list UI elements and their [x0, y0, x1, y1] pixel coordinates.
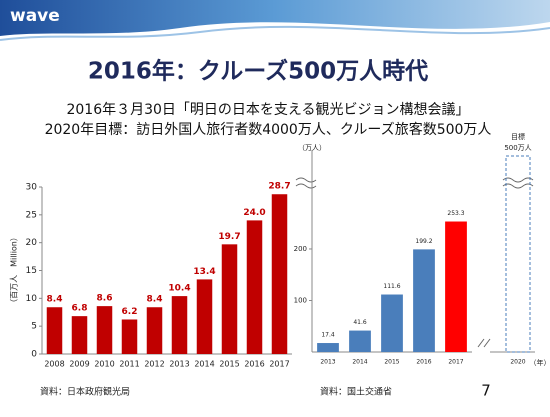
y-tick-label: 10	[26, 294, 38, 304]
x-tick-label: 2013	[169, 360, 189, 369]
bar	[445, 222, 467, 352]
source: 資料：日本政府観光局	[40, 386, 130, 398]
x-tick-label: 2012	[144, 360, 164, 369]
target-label: 500万人	[504, 144, 531, 152]
value-label: 17.4	[321, 332, 335, 339]
y-axis-label: （百万人 Million）	[10, 233, 19, 307]
y-tick-label: 15	[26, 266, 37, 276]
value-label: 8.6	[97, 294, 113, 304]
value-label: 10.4	[168, 284, 190, 294]
bar	[147, 307, 163, 354]
y-tick-label: 200	[294, 245, 307, 253]
bar	[72, 316, 88, 354]
x-axis-label: （年）	[530, 358, 550, 367]
bar	[197, 279, 213, 354]
value-label: 6.2	[122, 307, 138, 317]
x-tick-label: 2015	[219, 360, 239, 369]
source: 資料：国土交通省	[320, 386, 392, 398]
x-tick-label: 2010	[94, 360, 114, 369]
x-tick-label: 2011	[119, 360, 139, 369]
y-axis-label: （万人）	[298, 144, 326, 152]
bar	[413, 249, 435, 352]
bar	[317, 343, 339, 352]
value-label: 28.7	[268, 182, 290, 192]
y-tick-label: 30	[26, 183, 38, 193]
page-number: 7	[481, 382, 491, 400]
x-tick-label: 2014	[352, 359, 367, 366]
bar	[272, 194, 288, 354]
y-tick-label: 20	[26, 238, 38, 248]
subtitle: 2016年３月30日「明日の日本を支える観光ビジョン構想会議」	[66, 101, 469, 118]
bar	[172, 296, 188, 354]
value-label: 24.0	[243, 208, 265, 218]
x-tick-label: 2015	[384, 359, 399, 366]
y-tick-label: 25	[26, 210, 37, 220]
target-box	[506, 156, 530, 352]
x-tick-label: 2009	[69, 360, 89, 369]
value-label: 6.8	[72, 304, 88, 314]
x-tick-label: 2013	[320, 359, 335, 366]
subtitle: 2020年目標：訪日外国人旅行者数4000万人、クルーズ旅客数500万人	[45, 121, 492, 138]
x-tick-label: 2016	[416, 359, 431, 366]
value-label: 13.4	[193, 267, 215, 277]
x-tick-label: 2020	[510, 359, 525, 366]
x-tick-label: 2017	[448, 359, 463, 366]
x-tick-label: 2017	[269, 360, 289, 369]
x-tick-label: 2014	[194, 360, 214, 369]
value-label: 111.6	[383, 283, 400, 290]
bar	[222, 244, 238, 354]
axis-break	[503, 178, 533, 188]
x-tick-label: 2008	[44, 360, 64, 369]
header-band	[0, 0, 550, 36]
y-tick-label: 5	[31, 322, 37, 332]
value-label: 41.6	[353, 319, 367, 326]
axis-break	[478, 339, 490, 347]
bar	[122, 319, 138, 354]
axis-break	[296, 178, 316, 188]
bar	[47, 307, 63, 354]
bar	[247, 220, 263, 354]
y-tick-label: 100	[294, 296, 307, 304]
value-label: 199.2	[415, 238, 432, 245]
y-tick-label: 0	[31, 350, 37, 360]
logo: wave	[10, 6, 60, 26]
slide-title: 2016年：クルーズ500万人時代	[88, 58, 428, 85]
bar	[97, 306, 113, 354]
value-label: 253.3	[447, 210, 464, 217]
bar	[381, 295, 403, 352]
target-label: 目標	[511, 132, 525, 141]
value-label: 8.4	[147, 295, 163, 305]
value-label: 19.7	[218, 232, 240, 242]
value-label: 8.4	[47, 295, 63, 305]
x-tick-label: 2016	[244, 360, 264, 369]
bar	[349, 331, 371, 352]
